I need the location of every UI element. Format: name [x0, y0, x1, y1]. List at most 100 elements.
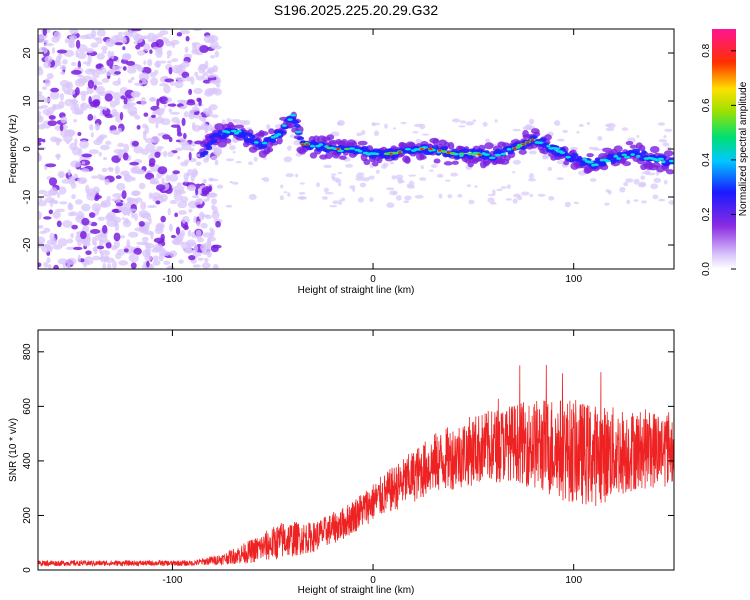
spectrogram-noise-blob [195, 75, 205, 81]
spectrogram-noise-blob [170, 81, 175, 86]
spectrogram-noise-blob [69, 29, 79, 35]
spectrogram-noise-blob [47, 120, 58, 127]
spectrogram-noise-blob [107, 50, 112, 59]
spectrogram-noise-blob [148, 97, 157, 102]
spectrogram-noise-blob [42, 97, 51, 103]
spectrogram-noise-blob [283, 191, 288, 194]
spectrogram-noise-blob [126, 208, 131, 217]
spectrogram-noise-blob [142, 249, 151, 258]
spectrogram-noise-blob [98, 151, 103, 157]
spectrogram-noise-blob [51, 47, 56, 54]
spectrogram-noise-blob [81, 161, 86, 165]
spectrogram-noise-blob [188, 88, 193, 96]
spectrogram-noise-blob [123, 97, 128, 105]
spectrogram-noise-blob [56, 49, 68, 54]
spectrogram-noise-blob [187, 229, 192, 237]
spectrogram-noise-blob [135, 169, 145, 174]
spectrogram-track-core [600, 161, 607, 167]
spectrogram-noise-blob [156, 145, 164, 150]
spectrogram-noise-blob [373, 130, 380, 137]
spectrogram-noise-blob [663, 179, 668, 185]
spectrogram-noise-blob [195, 229, 202, 237]
spectrogram-noise-blob [235, 160, 242, 164]
spectrogram-track-core [279, 130, 287, 135]
spectrogram-noise-blob [225, 204, 233, 208]
colorbar-tick-label: 0.2 [701, 207, 712, 221]
spectrogram-noise-blob [159, 82, 169, 87]
spectrogram-noise-blob [100, 201, 108, 208]
spectrogram-noise-blob [38, 35, 44, 43]
spectrogram-noise-blob [141, 66, 152, 75]
spectrogram-noise-blob [194, 71, 199, 78]
spectrogram-noise-blob [81, 93, 86, 102]
spectrogram-track-mid [237, 129, 242, 133]
spectrogram-noise-blob [52, 104, 62, 110]
spectrogram-noise-blob [38, 106, 44, 110]
spectrogram-track-mid [621, 153, 627, 157]
spectrogram-noise-blob [482, 121, 488, 127]
spectrogram-noise-blob [246, 127, 253, 130]
spectrogram-noise-blob [38, 91, 43, 96]
spectrogram-track-halo [217, 140, 227, 148]
colorbar: 0.0 0.2 0.4 0.6 0.8 Normalized spectral ampl… [701, 29, 749, 276]
spectrogram-track-peak [389, 152, 393, 155]
spectrogram-noise-blob [193, 87, 203, 95]
spectrogram-track-halo [638, 145, 646, 152]
spectrogram-noise-blob [359, 182, 367, 188]
spectrogram-noise-blob [160, 118, 171, 126]
spectrogram-noise-blob [94, 196, 99, 201]
spectrogram-noise-blob [113, 208, 119, 213]
spectrogram-noise-blob [104, 178, 110, 186]
spectrogram-noise-blob [647, 172, 656, 176]
spectrogram-noise-blob [155, 200, 161, 205]
spectrogram-noise-blob [64, 98, 75, 107]
spectrogram-noise-blob [445, 179, 451, 182]
spectrogram-noise-blob [140, 96, 146, 106]
spectrogram-noise-blob [595, 148, 603, 151]
spectrogram-track-halo [266, 147, 274, 153]
spectrogram-noise-blob [105, 140, 112, 146]
spectrogram-noise-blob [68, 176, 77, 180]
spectrogram-noise-blob [181, 117, 186, 127]
spectrogram-noise-blob [204, 60, 209, 70]
spectrogram-noise-blob [160, 193, 168, 203]
spectrogram-noise-blob [90, 132, 94, 138]
spectrogram-noise-blob [209, 178, 219, 182]
spectrogram-y-tick-label: -10 [22, 189, 33, 204]
spectrogram-noise-blob [371, 122, 376, 127]
spectrogram-noise-blob [49, 187, 58, 196]
spectrogram-noise-blob [161, 177, 165, 184]
spectrogram-noise-blob [421, 133, 430, 136]
spectrogram-noise-blob [93, 99, 101, 107]
spectrogram-track-mid [348, 147, 356, 150]
spectrogram-noise-blob [130, 76, 135, 81]
spectrogram-track-halo [663, 150, 674, 157]
spectrogram-noise-blob [134, 212, 138, 222]
spectrogram-noise-blob [63, 129, 75, 137]
spectrogram-noise-blob [500, 186, 507, 189]
spectrogram-noise-blob [38, 189, 48, 195]
spectrogram-noise-blob [578, 123, 584, 127]
spectrogram-noise-blob [56, 153, 60, 161]
spectrogram-noise-blob [60, 116, 68, 124]
spectrogram-noise-blob [199, 45, 209, 53]
spectrogram-noise-blob [395, 174, 404, 180]
spectrogram-noise-blob [79, 139, 89, 149]
spectrogram-noise-blob [112, 64, 116, 74]
spectrogram-noise-blob [573, 201, 579, 205]
spectrogram-noise-blob [183, 111, 189, 118]
spectrogram-noise-blob [175, 147, 183, 152]
spectrogram-noise-blob [201, 187, 210, 195]
spectrogram-noise-blob [38, 236, 46, 245]
spectrogram-noise-blob [232, 151, 236, 154]
spectrogram-noise-blob [119, 235, 126, 239]
spectrogram-noise-blob [80, 168, 90, 173]
spectrogram-noise-blob [154, 61, 162, 68]
spectrogram-noise-blob [160, 215, 166, 223]
spectrogram-noise-blob [115, 202, 124, 207]
spectrogram-noise-blob [621, 127, 629, 131]
spectrogram-noise-blob [68, 39, 74, 48]
spectrogram-noise-blob [124, 175, 134, 183]
spectrogram-noise-blob [185, 35, 190, 42]
